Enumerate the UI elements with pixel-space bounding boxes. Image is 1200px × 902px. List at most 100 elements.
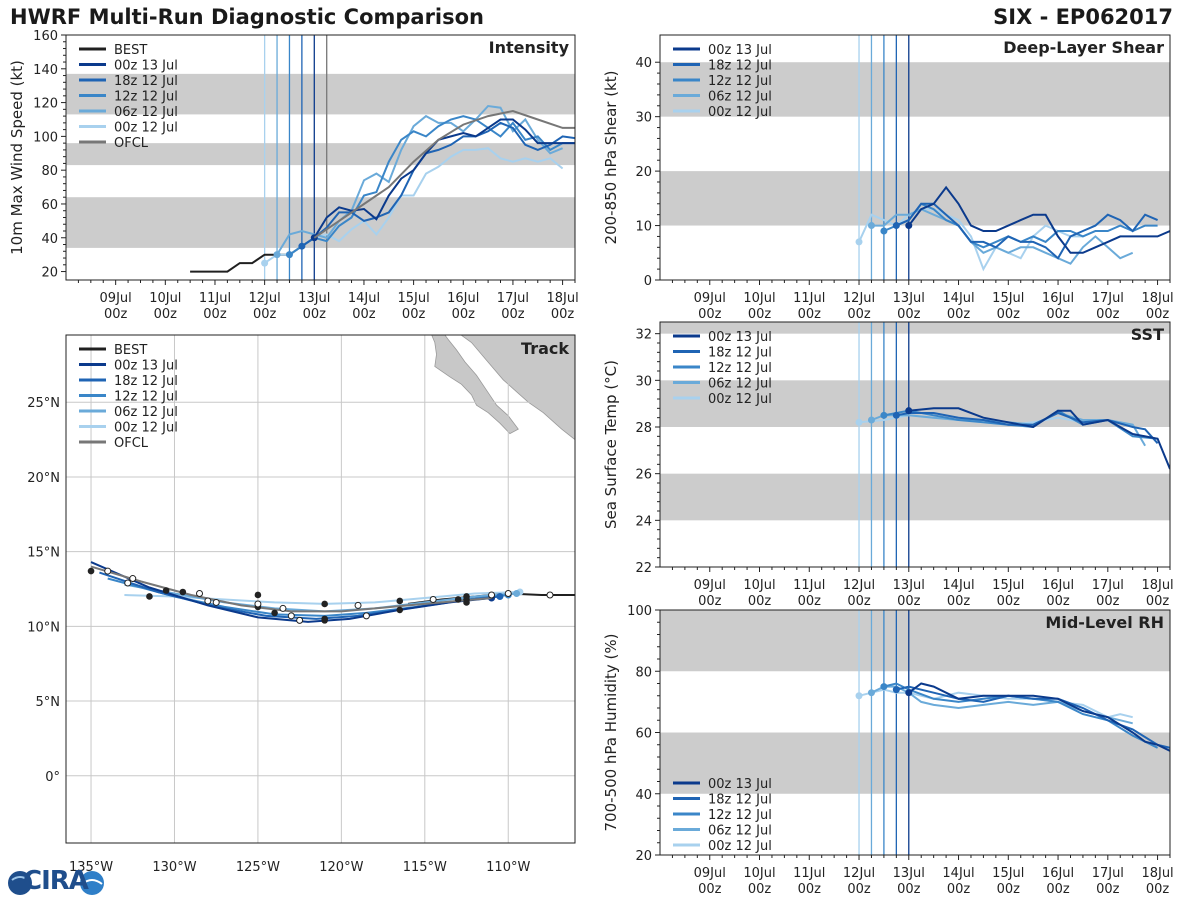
plot-frame (65, 34, 576, 281)
land-baja-california (431, 335, 519, 435)
y-tick-label: 30 (635, 374, 652, 389)
legend-label: 00z 13 Jul (708, 777, 772, 792)
x-tick-label-hour: 00z (997, 594, 1021, 609)
x-tick-label-day: 18Jul (1141, 291, 1173, 306)
lon-tick-label: 115°W (403, 860, 447, 875)
figure-title: HWRF Multi-Run Diagnostic Comparison (10, 5, 485, 29)
x-tick-label-day: 15Jul (992, 291, 1024, 306)
y-axis-label: Sea Surface Temp (°C) (602, 360, 620, 529)
lat-tick-label: 15°N (27, 546, 60, 561)
x-tick-label-day: 14Jul (942, 866, 974, 881)
x-tick-label-hour: 00z (798, 307, 822, 322)
series-start-marker (892, 411, 900, 419)
shaded-band (66, 73, 575, 115)
lon-tick-label: 110°W (486, 860, 530, 875)
y-tick-label: 22 (635, 561, 652, 576)
x-tick-label-day: 10Jul (743, 578, 775, 593)
x-tick-label-hour: 00z (551, 307, 575, 322)
x-tick-label-hour: 00z (303, 307, 327, 322)
x-tick-label-day: 12Jul (843, 578, 875, 593)
series-start-marker (905, 407, 913, 415)
shaded-band (660, 610, 1170, 672)
legend-label: 12z 12 Jul (708, 74, 772, 89)
track-position-filled (396, 606, 404, 614)
x-tick-label-hour: 00z (253, 307, 277, 322)
track-position-open (354, 601, 362, 609)
series-line-00z-13-jul (908, 185, 1170, 254)
x-tick-label-day: 09Jul (694, 578, 726, 593)
x-tick-label-day: 15Jul (992, 866, 1024, 881)
y-tick-label: 28 (635, 421, 652, 436)
legend-label: 12z 12 Jul (114, 390, 178, 405)
shaded-band (660, 62, 1170, 117)
y-tick-label: 20 (635, 165, 652, 180)
track-position-filled (454, 596, 462, 603)
lon-tick-label: 130°W (152, 860, 196, 875)
y-tick-label: 100 (33, 130, 58, 145)
x-tick-label-day: 12Jul (249, 291, 281, 306)
track-position-open (212, 598, 220, 606)
panel-intensity: 2040608010012014016009Jul00z10Jul00z11Ju… (8, 29, 579, 322)
series-line-00z-13-jul (313, 118, 575, 239)
series-line-00z-13-jul (908, 682, 1170, 752)
track-position-open (296, 616, 304, 624)
track-position-filled (87, 567, 95, 575)
legend-label: 18z 12 Jul (708, 793, 772, 808)
y-tick-label: 80 (635, 665, 652, 680)
legend-label: 00z 13 Jul (708, 43, 772, 58)
legend-label: 00z 12 Jul (114, 121, 178, 136)
x-tick-label-hour: 00z (748, 594, 772, 609)
track-position-open (362, 612, 370, 620)
y-tick-label: 120 (33, 97, 58, 112)
track-position-filled (254, 591, 262, 599)
legend-label: 18z 12 Jul (114, 74, 178, 89)
x-tick-label-hour: 00z (698, 307, 722, 322)
y-tick-label: 32 (635, 328, 652, 343)
series-line-18z-12-jul (301, 121, 575, 248)
x-tick-label-day: 15Jul (992, 578, 1024, 593)
legend-label: OFCL (114, 136, 149, 151)
track-position-filled (463, 599, 470, 606)
track-position-open (104, 567, 112, 575)
x-tick-label-hour: 00z (1096, 307, 1120, 322)
x-tick-label-day: 17Jul (1092, 291, 1124, 306)
x-tick-label-hour: 00z (698, 882, 722, 897)
x-tick-label-hour: 00z (997, 882, 1021, 897)
x-tick-label-hour: 00z (847, 594, 871, 609)
series-start-marker (273, 251, 281, 259)
x-tick-label-hour: 00z (1096, 594, 1120, 609)
lat-tick-label: 0° (45, 770, 60, 785)
x-tick-label-day: 13Jul (893, 866, 925, 881)
plot-frame (659, 34, 1171, 281)
x-tick-label-day: 13Jul (893, 578, 925, 593)
lat-tick-label: 10°N (27, 620, 60, 635)
lon-tick-label: 135°W (69, 860, 113, 875)
legend-label: OFCL (114, 436, 149, 451)
legend-label: 00z 12 Jul (708, 105, 772, 120)
track-position-open (287, 612, 295, 620)
y-tick-label: 40 (635, 56, 652, 71)
legend-label: 12z 12 Jul (708, 361, 772, 376)
logo-text: CIRA (23, 866, 89, 896)
y-tick-label: 80 (41, 164, 58, 179)
track-position-open (196, 589, 204, 597)
x-tick-label-day: 14Jul (942, 578, 974, 593)
track-position-filled (321, 617, 328, 624)
x-tick-label-day: 16Jul (1042, 866, 1074, 881)
track-line-00z-13-jul (90, 561, 492, 623)
legend-label: 06z 12 Jul (708, 824, 772, 839)
x-tick-label-day: 10Jul (743, 291, 775, 306)
x-tick-label-hour: 00z (352, 307, 376, 322)
y-tick-label: 30 (635, 111, 652, 126)
x-tick-label-hour: 00z (897, 307, 921, 322)
track-start-marker (513, 589, 521, 597)
series-start-marker (880, 227, 888, 235)
track-position-filled (396, 597, 404, 605)
legend-label: 12z 12 Jul (708, 808, 772, 823)
x-tick-label-day: 14Jul (942, 291, 974, 306)
legend-label: 06z 12 Jul (708, 377, 772, 392)
series-start-marker (880, 683, 888, 691)
x-tick-label-day: 15Jul (397, 291, 429, 306)
series-start-marker (298, 242, 306, 250)
